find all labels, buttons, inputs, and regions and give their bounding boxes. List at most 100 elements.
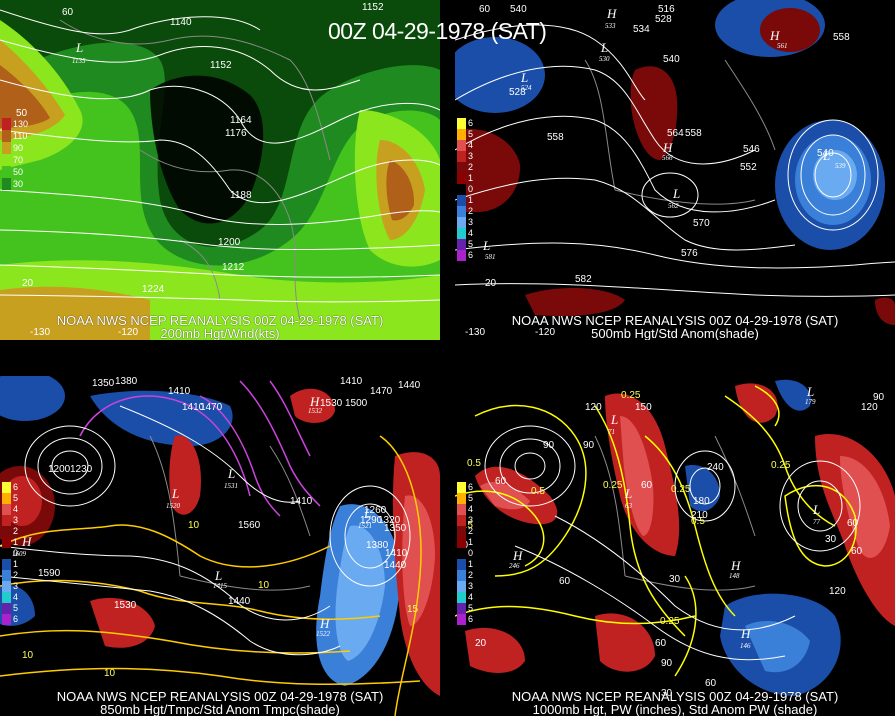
contour-label-1164: 1164 xyxy=(230,115,252,126)
contour-label-534: 534 xyxy=(633,24,650,35)
lon-label-130: -130 xyxy=(30,327,50,338)
contour-label-582: 582 xyxy=(575,274,592,285)
low-center-2: L xyxy=(520,70,528,85)
svg-text:1440: 1440 xyxy=(228,596,251,607)
svg-text:90: 90 xyxy=(661,658,673,669)
caption-1000mb-field: 1000mb Hgt, PW (inches), Std Anom PW (sh… xyxy=(532,702,818,716)
svg-text:581: 581 xyxy=(485,253,496,261)
wind-band-130-west xyxy=(0,65,50,128)
map-1000mb: 0.5 0.25 0.5 0.25 0.5 0.25 0.25 1.5 0.25… xyxy=(455,376,895,716)
height-contours xyxy=(0,405,411,656)
svg-text:1290: 1290 xyxy=(360,515,383,526)
height-contours xyxy=(0,9,440,303)
cold-temp-contours xyxy=(79,380,321,517)
svg-text:1521: 1521 xyxy=(358,522,372,530)
svg-text:120: 120 xyxy=(585,402,602,413)
contour-label-1140: 1140 xyxy=(170,17,192,28)
svg-text:10: 10 xyxy=(188,520,200,531)
svg-text:1531: 1531 xyxy=(224,482,238,490)
svg-text:L: L xyxy=(610,412,618,427)
svg-text:90: 90 xyxy=(873,392,885,403)
svg-text:1.5: 1.5 xyxy=(459,520,473,531)
contour-label-528: 528 xyxy=(655,14,672,25)
lon-label-120: -120 xyxy=(118,327,138,338)
contour-label-540: 540 xyxy=(510,4,527,15)
temp-contours xyxy=(0,435,422,716)
contour-label-1152: 1152 xyxy=(210,60,232,71)
svg-text:60: 60 xyxy=(495,476,507,487)
contour-label-564: 564 xyxy=(667,128,684,139)
contour-label-558: 558 xyxy=(685,128,702,139)
svg-text:1380: 1380 xyxy=(115,376,138,387)
svg-text:90: 90 xyxy=(543,440,555,451)
contour-label-1176: 1176 xyxy=(225,128,247,139)
svg-text:0.25: 0.25 xyxy=(771,460,791,471)
pos-anom-central xyxy=(630,66,678,160)
contour-label-1212: 1212 xyxy=(222,262,245,273)
svg-text:562: 562 xyxy=(668,202,679,210)
svg-text:1230: 1230 xyxy=(70,464,93,475)
panel-500mb: 540 516 528 534 540 546 552 558 564 558 … xyxy=(455,0,895,340)
svg-text:L: L xyxy=(806,384,814,399)
svg-text:1440: 1440 xyxy=(398,380,421,391)
svg-text:0.25: 0.25 xyxy=(621,390,641,401)
svg-text:60: 60 xyxy=(705,678,717,689)
svg-text:1530: 1530 xyxy=(114,600,137,611)
svg-text:1470: 1470 xyxy=(370,386,393,397)
svg-text:L: L xyxy=(214,568,222,583)
low-center-3: L xyxy=(672,186,680,201)
svg-text:120: 120 xyxy=(829,586,846,597)
svg-text:H: H xyxy=(309,394,320,409)
legend-row: 70 xyxy=(2,154,32,166)
contour-label-540-e: 540 xyxy=(817,148,834,159)
pos-anom-west xyxy=(460,129,521,212)
svg-text:210: 210 xyxy=(691,510,708,521)
svg-text:60: 60 xyxy=(641,480,653,491)
svg-text:1200: 1200 xyxy=(48,464,71,475)
panel-200mb: 1140 1152 1164 1176 1188 1200 1212 1224 … xyxy=(0,0,440,340)
svg-text:148: 148 xyxy=(729,572,740,580)
svg-text:240: 240 xyxy=(707,462,724,473)
svg-text:524: 524 xyxy=(521,84,532,92)
svg-text:63: 63 xyxy=(625,502,633,510)
svg-text:0.25: 0.25 xyxy=(660,616,680,627)
svg-text:L: L xyxy=(624,486,632,501)
svg-text:0.25: 0.25 xyxy=(603,480,623,491)
svg-text:1440: 1440 xyxy=(384,560,407,571)
caption-850mb-source: NOAA NWS NCEP REANALYSIS 00Z 04-29-1978 … xyxy=(56,689,384,704)
map-850mb: 1350 1380 1410 1410 1470 1410 1440 1470 … xyxy=(0,376,440,716)
svg-text:0.5: 0.5 xyxy=(531,486,545,497)
low-center-4: L xyxy=(822,148,830,163)
lat-label-60: 60 xyxy=(62,7,74,18)
svg-text:30: 30 xyxy=(661,688,673,699)
neg-anom-nw xyxy=(455,37,545,113)
neg-anom-east-center xyxy=(813,150,857,200)
contour-label-1188: 1188 xyxy=(230,190,252,201)
wind-band-south-jet xyxy=(0,286,150,340)
svg-text:0.5: 0.5 xyxy=(691,516,705,527)
lon-label-130: -130 xyxy=(465,327,485,338)
svg-text:60: 60 xyxy=(559,576,571,587)
svg-text:H: H xyxy=(319,616,330,631)
svg-text:10: 10 xyxy=(104,668,116,679)
svg-text:H: H xyxy=(21,534,32,549)
caption-850mb-field: 850mb Hgt/Tmpc/Std Anom Tmpc(shade) xyxy=(100,702,340,716)
svg-text:1380: 1380 xyxy=(366,540,389,551)
svg-text:120: 120 xyxy=(861,402,878,413)
svg-text:1609: 1609 xyxy=(12,550,27,558)
map-500mb: 540 516 528 534 540 546 552 558 564 558 … xyxy=(455,0,895,340)
svg-text:1590: 1590 xyxy=(38,568,61,579)
contour-label-516: 516 xyxy=(658,4,675,15)
legend-1000mb: 6 5 4 3 2 1 0 1 2 3 4 5 6 xyxy=(457,482,487,625)
low-center-1: L xyxy=(75,40,83,55)
coastlines xyxy=(59,19,331,321)
svg-text:30: 30 xyxy=(669,574,681,585)
pos-anom-south xyxy=(525,288,625,317)
caption-200mb-source: NOAA NWS NCEP REANALYSIS 00Z 04-29-1978 … xyxy=(56,313,384,328)
svg-text:180: 180 xyxy=(693,496,710,507)
legend-row: 110 xyxy=(2,130,32,142)
svg-text:90: 90 xyxy=(583,440,595,451)
legend-row: 50 xyxy=(2,166,32,178)
lon-label-120: -120 xyxy=(535,327,555,338)
svg-text:0.25: 0.25 xyxy=(671,484,691,495)
